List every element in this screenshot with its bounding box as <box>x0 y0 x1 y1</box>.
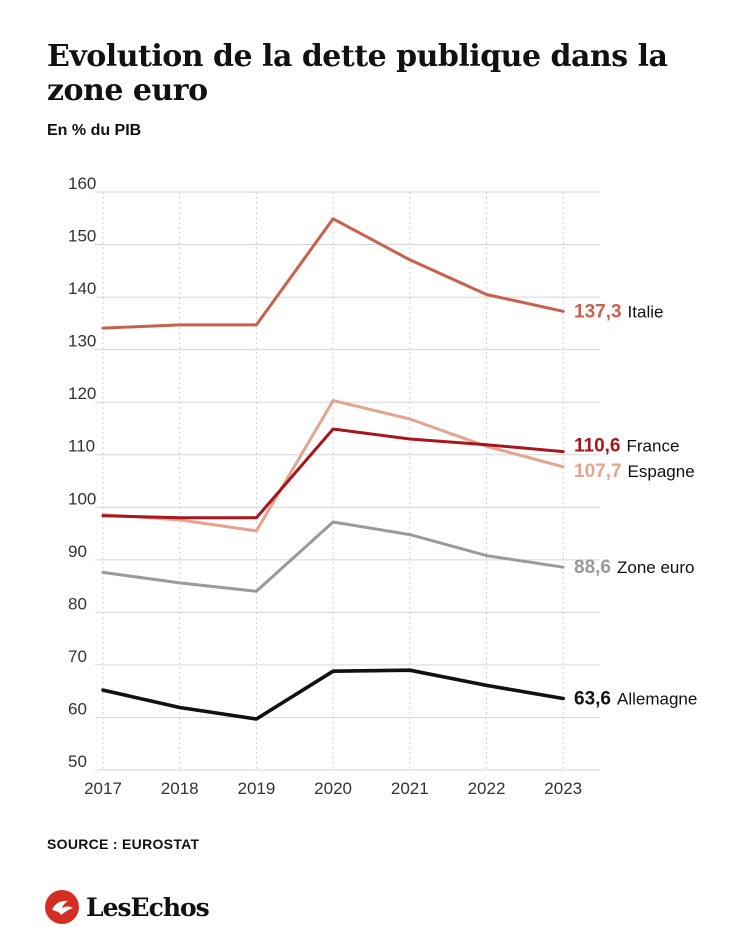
end-name-allemagne: Allemagne <box>617 690 697 709</box>
les-echos-logo-icon <box>45 890 79 924</box>
end-name-espagne: Espagne <box>628 462 695 481</box>
end-name-france: France <box>627 437 680 456</box>
y-tick-label: 100 <box>68 489 96 508</box>
series-line-espagne <box>101 399 565 533</box>
x-tick-label: 2022 <box>468 779 506 798</box>
series-line-allemagne <box>101 668 566 721</box>
end-value-zone-euro: 88,6 <box>574 557 611 578</box>
brand-block: LesEchos <box>44 888 210 926</box>
brand-name: LesEchos <box>86 892 210 922</box>
y-tick-label: 140 <box>68 279 96 298</box>
y-tick-label: 130 <box>68 332 96 351</box>
y-tick-label: 120 <box>68 384 96 403</box>
series-line-zone-euro <box>101 520 565 593</box>
end-value-italie: 137,3 <box>574 301 622 322</box>
x-tick-label: 2019 <box>237 779 275 798</box>
x-axis-ticks: 2017 2018 2019 2020 2021 2022 2023 <box>84 779 582 798</box>
end-value-espagne: 107,7 <box>574 461 622 482</box>
y-axis-ticks: 50 60 70 80 90 100 110 120 130 140 150 160 <box>68 174 96 771</box>
source-note: SOURCE : EUROSTAT <box>47 836 200 852</box>
y-tick-label: 70 <box>68 647 87 666</box>
chart-subtitle: En % du PIB <box>47 122 142 139</box>
end-label-zone-euro: 88,6 Zone euro <box>574 557 694 578</box>
y-tick-label: 80 <box>68 594 87 613</box>
end-value-allemagne: 63,6 <box>574 689 611 710</box>
y-tick-label: 50 <box>68 752 87 771</box>
series-line-italie <box>101 217 565 330</box>
x-tick-label: 2020 <box>314 779 352 798</box>
line-chart: 50 60 70 80 90 100 110 120 130 140 150 160 2017 2018… <box>68 174 697 798</box>
y-tick-label: 110 <box>68 437 95 456</box>
end-label-espagne: 107,7 Espagne <box>574 461 695 482</box>
end-name-zone-euro: Zone euro <box>617 558 695 577</box>
y-tick-label: 160 <box>68 174 96 193</box>
series-lines <box>101 217 566 721</box>
y-tick-label: 90 <box>68 542 87 561</box>
x-tick-label: 2017 <box>84 779 122 798</box>
series-end-labels: 137,3 Italie 107,7 Espagne 110,6 France 88,6 Zo… <box>574 301 697 709</box>
chart-title: Evolution de la dette publique dans la z… <box>47 39 668 108</box>
series-line-france <box>101 427 565 520</box>
x-tick-label: 2023 <box>544 779 582 798</box>
end-label-france: 110,6 France <box>574 436 679 457</box>
end-value-france: 110,6 <box>574 436 621 457</box>
x-tick-label: 2021 <box>391 779 429 798</box>
y-tick-label: 60 <box>68 699 87 718</box>
end-label-italie: 137,3 Italie <box>574 301 663 322</box>
y-tick-label: 150 <box>68 227 96 246</box>
end-name-italie: Italie <box>628 302 664 321</box>
x-tick-label: 2018 <box>161 779 199 798</box>
grid-lines <box>95 191 600 771</box>
end-label-allemagne: 63,6 Allemagne <box>574 689 697 710</box>
